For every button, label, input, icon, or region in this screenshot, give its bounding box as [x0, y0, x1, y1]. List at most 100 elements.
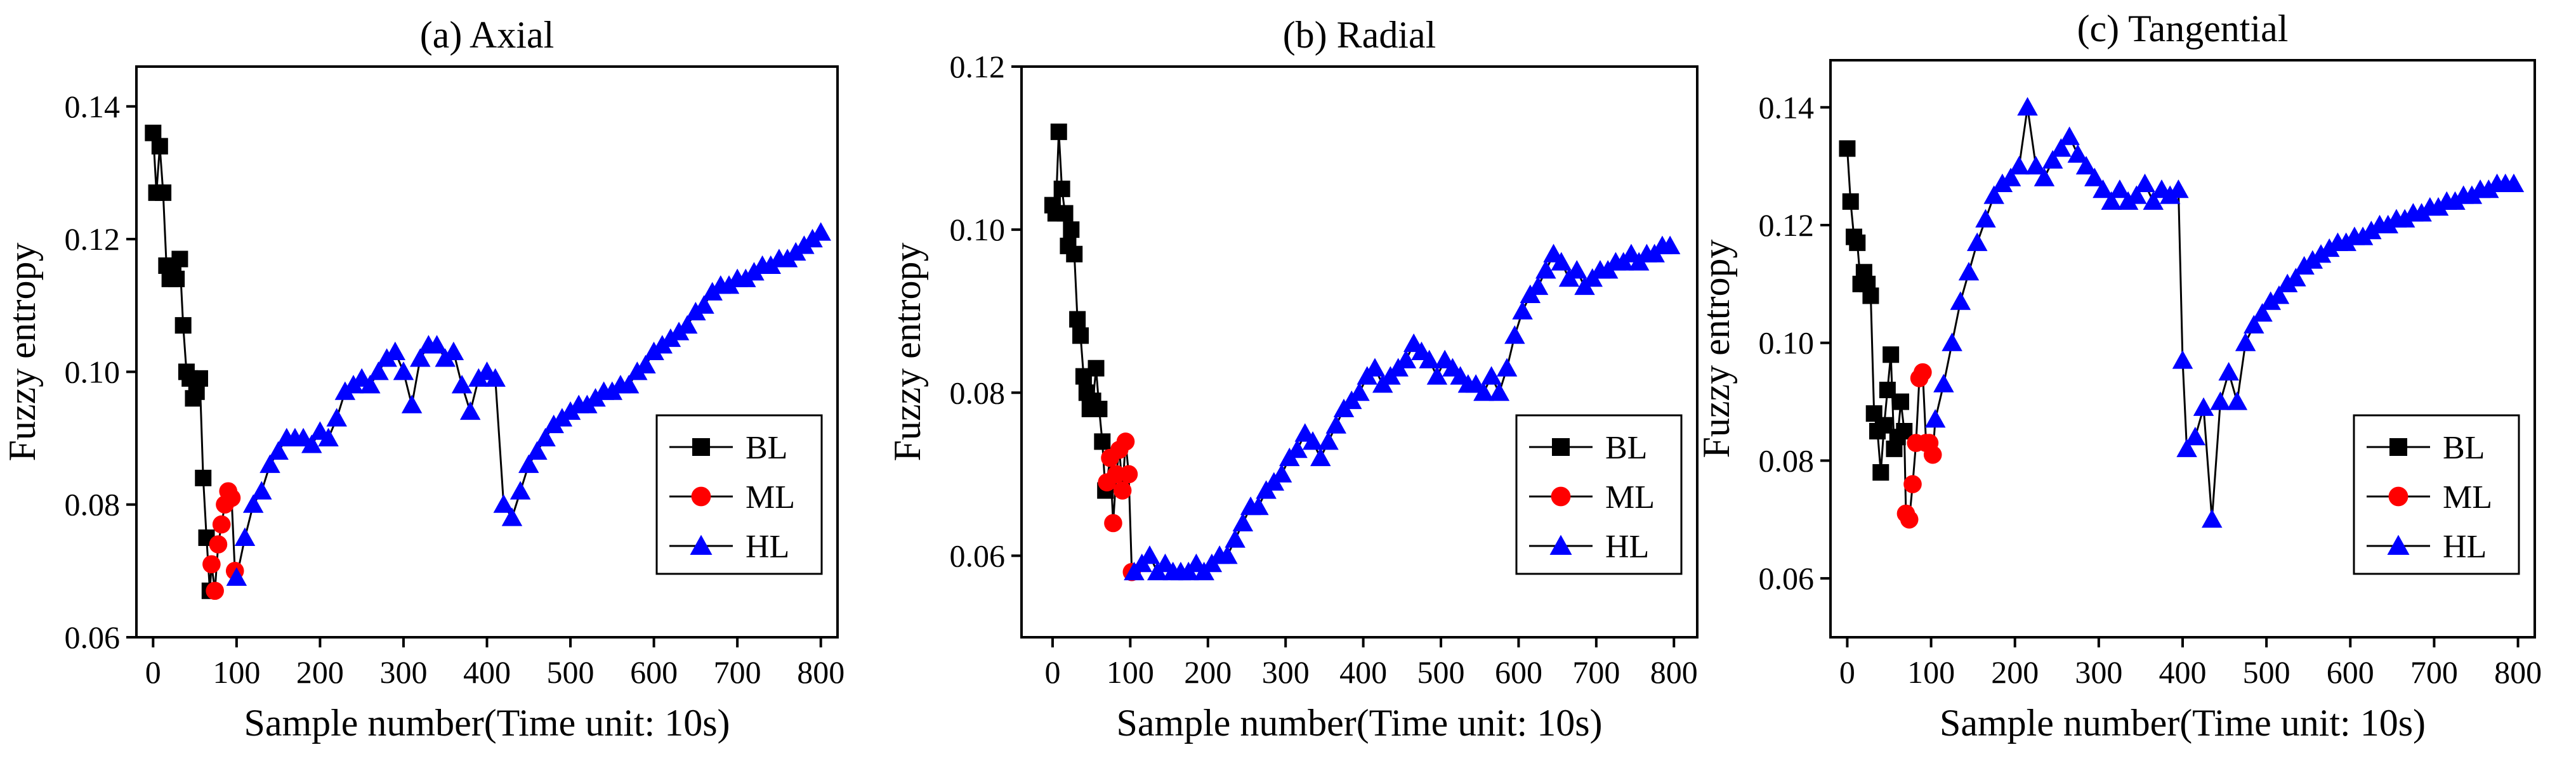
panel-2-x-tick-label: 200: [1991, 654, 2039, 690]
panel-0-x-tick-label: 200: [296, 654, 344, 690]
panel-0-hl-point: [226, 567, 247, 586]
panel-1-y-axis-label: Fuzzy entropy: [886, 243, 928, 462]
panel-2-y-tick-label: 0.06: [1759, 561, 1815, 596]
panel-2-hl-point: [2134, 173, 2155, 192]
panel-1-hl-point: [1248, 496, 1269, 516]
panel-0-hl-point: [618, 375, 640, 394]
panel-0-ml-point: [212, 515, 231, 534]
panel-2-x-tick-label: 300: [2075, 654, 2122, 690]
panel-0-hl-point: [251, 481, 272, 500]
panel-2-bl-point: [1862, 287, 1879, 304]
panel-0-y-axis-label: Fuzzy entropy: [1, 243, 43, 462]
panel-1-x-tick-label: 0: [1044, 654, 1060, 690]
panel-2-hl-point: [1942, 332, 1962, 351]
panel-1-y-tick-label: 0.10: [950, 212, 1006, 247]
panel-1-legend-label-ml: ML: [1605, 479, 1655, 516]
panel-2-hl-point: [2503, 173, 2525, 192]
panel-1-hl-point: [1419, 349, 1440, 368]
panel-1-hl-point: [1395, 349, 1417, 368]
panel-2-legend-label-ml: ML: [2443, 479, 2492, 516]
panel-1-legend-marker-ml: [1551, 486, 1571, 507]
panel-1-ml-point: [1119, 465, 1138, 484]
panel-2-bl-point: [1842, 193, 1859, 210]
panel-0-x-tick-label: 300: [379, 654, 427, 690]
panel-0-ml-point: [206, 581, 224, 600]
panel-1-hl-point: [1551, 252, 1572, 271]
panel-1-hl-point: [1364, 358, 1386, 377]
panel-0-bl-point: [195, 469, 212, 486]
panel-0-x-tick-label: 700: [714, 654, 761, 690]
panel-2-hl-point: [2252, 303, 2273, 322]
panel-0-x-tick-label: 100: [213, 654, 260, 690]
panel-1-y-tick-label: 0.12: [950, 49, 1006, 84]
panel-0-hl-point: [242, 494, 264, 513]
panel-0-legend-label-ml: ML: [746, 479, 795, 516]
panel-0-x-axis-label: Sample number(Time unit: 10s): [244, 702, 730, 744]
panel-1-hl-point: [1527, 276, 1549, 295]
panel-2-hl-point: [2285, 268, 2306, 287]
panel-1-bl-point: [1050, 123, 1067, 140]
panel-1-x-tick-label: 100: [1107, 654, 1154, 690]
panel-2-x-tick-label: 0: [1839, 654, 1855, 690]
panel-2-y-axis-label: Fuzzy entropy: [1695, 240, 1737, 458]
panel-2-series-group: [1839, 97, 2525, 529]
panel-0-hl-point: [518, 454, 539, 473]
panel-0-hl-point: [527, 441, 548, 460]
panel-2-hl-point: [2210, 391, 2231, 410]
panel-0-legend-marker-hl: [690, 535, 713, 555]
panel-2-y-tick-label: 0.10: [1759, 325, 1815, 361]
panel-1-bl-point: [1069, 311, 1086, 328]
panel-1-x-tick-label: 600: [1495, 654, 1542, 690]
panel-0-y-tick-label: 0.10: [65, 354, 121, 389]
panel-1-bl-point: [1053, 180, 1070, 197]
panel-1-ml-point: [1113, 481, 1132, 500]
panel-2-hl-point: [2034, 167, 2055, 186]
panel-2-hl-point: [2109, 179, 2131, 198]
panel-2-hl-point: [2202, 509, 2223, 528]
panel-2-hl-point: [1967, 232, 1988, 251]
panel-2-hl-point: [2244, 315, 2264, 334]
panel-2-hl-point: [2051, 138, 2072, 157]
panel-2-x-tick-label: 100: [1907, 654, 1955, 690]
panel-0-hl-point: [384, 341, 406, 360]
panel-1-hl-point: [1232, 512, 1254, 531]
panel-0-hl-point: [410, 348, 431, 367]
panel-1-hl-point: [1349, 382, 1370, 401]
panel-0-hl-point: [493, 494, 515, 513]
panel-2-x-tick-label: 500: [2243, 654, 2290, 690]
panel-1-title: (b) Radial: [1283, 14, 1436, 56]
panel-0-ml-point: [222, 488, 241, 507]
panel-2-y-tick-label: 0.12: [1759, 207, 1815, 243]
panel-1-ml-point: [1107, 465, 1126, 484]
panel-0-x-tick-label: 800: [797, 654, 844, 690]
panel-2-legend-marker-ml: [2388, 486, 2408, 507]
panel-1-x-tick-label: 200: [1184, 654, 1232, 690]
panel-2-hl-point: [2009, 155, 2030, 175]
panel-0-hl-point: [268, 441, 289, 460]
panel-2-bl-point: [1839, 140, 1856, 157]
panel-0-hl-point: [368, 361, 389, 380]
panel-0-bl-point: [151, 138, 168, 155]
panel-1-x-tick-label: 400: [1339, 654, 1387, 690]
panel-0-hl-point: [676, 315, 698, 334]
panel-0-hl-point: [326, 408, 347, 427]
panel-0-hl-point: [318, 427, 339, 447]
panel-1-bl-point: [1091, 401, 1108, 417]
panel-0-y-tick-label: 0.14: [65, 89, 121, 124]
panel-0-hl-point: [635, 354, 656, 373]
panel-2-hl-point: [2025, 155, 2046, 175]
panel-0-hl-point: [360, 375, 381, 394]
panel-2-legend-marker-hl: [2387, 535, 2410, 555]
panel-1-hl-point: [1488, 382, 1510, 401]
panel-1-y-tick-label: 0.06: [950, 538, 1006, 573]
panel-2-hl-point: [2226, 391, 2248, 410]
panel-0-legend-marker-bl: [692, 438, 710, 456]
panel-2-hl-point: [2235, 332, 2256, 351]
panel-0-hl-point: [393, 361, 414, 380]
panel-1-x-tick-label: 300: [1262, 654, 1310, 690]
panel-2-hl-point: [2193, 397, 2214, 416]
panel-1-bl-point: [1063, 221, 1080, 238]
panel-0-hl-point: [509, 481, 531, 500]
panel-2-x-tick-label: 700: [2410, 654, 2458, 690]
